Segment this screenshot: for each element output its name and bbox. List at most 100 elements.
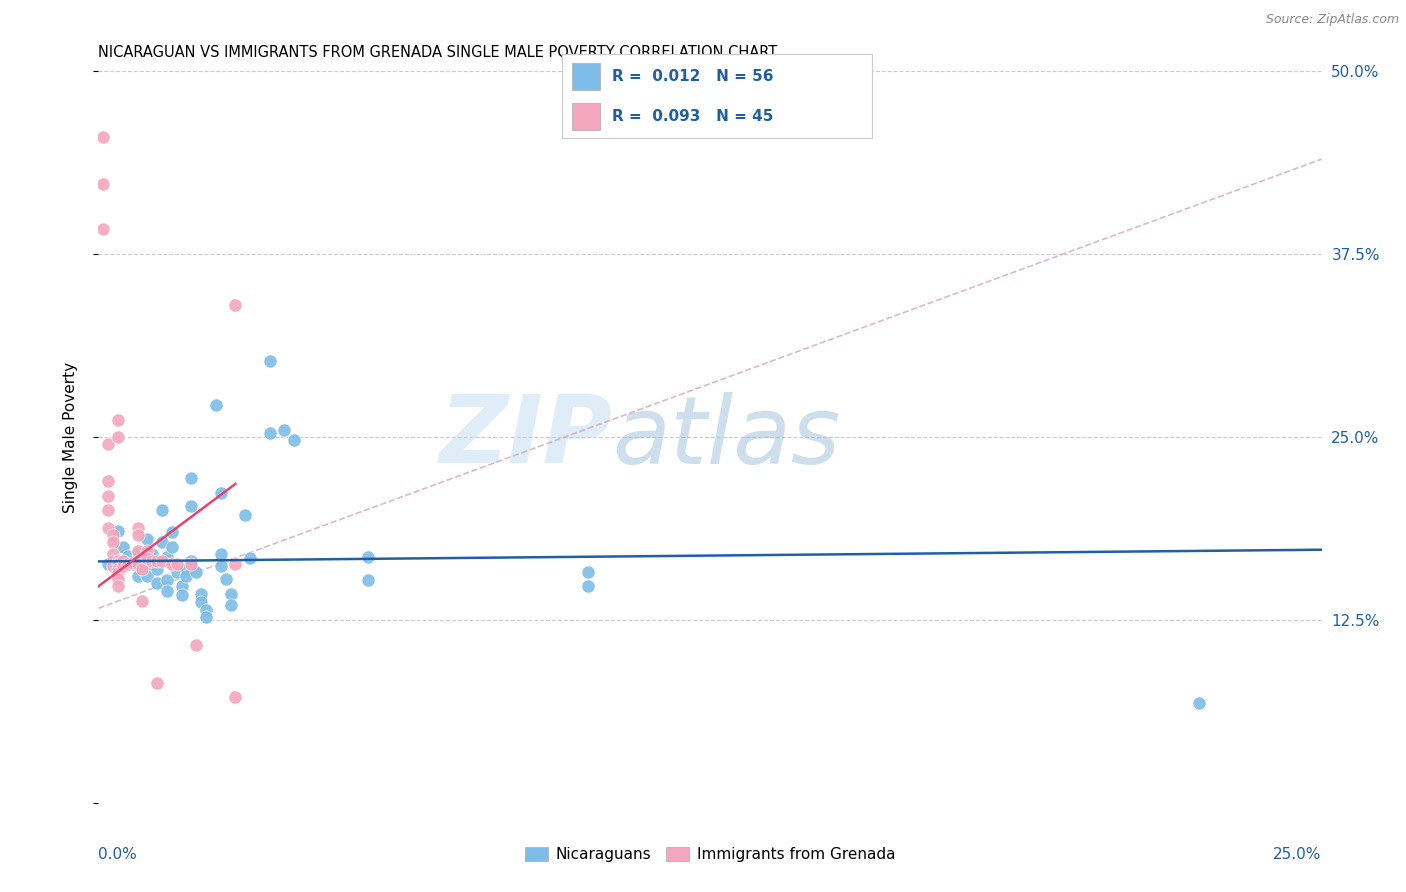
Point — [259, 425, 281, 440]
Point — [186, 638, 208, 652]
Point — [101, 558, 124, 573]
Point — [107, 524, 129, 538]
Point — [150, 535, 173, 549]
Point — [224, 298, 246, 312]
Point — [195, 610, 218, 624]
Point — [356, 549, 378, 564]
Point — [107, 412, 129, 426]
Text: R =  0.012   N = 56: R = 0.012 N = 56 — [612, 69, 773, 84]
Point — [170, 588, 193, 602]
Point — [180, 558, 202, 572]
Point — [150, 554, 173, 568]
Point — [101, 528, 124, 542]
Text: 0.0%: 0.0% — [98, 847, 138, 862]
Point — [205, 398, 228, 412]
Point — [127, 544, 149, 558]
Point — [180, 554, 202, 568]
Legend: Nicaraguans, Immigrants from Grenada: Nicaraguans, Immigrants from Grenada — [519, 841, 901, 868]
Point — [195, 603, 218, 617]
Point — [107, 430, 129, 444]
Point — [111, 558, 134, 573]
Point — [170, 579, 193, 593]
Point — [131, 594, 153, 608]
Point — [127, 546, 149, 560]
Point — [576, 579, 599, 593]
Point — [136, 533, 159, 547]
Point — [160, 540, 183, 554]
Point — [131, 562, 153, 576]
Point — [180, 499, 202, 513]
Point — [186, 565, 208, 579]
Point — [576, 565, 599, 579]
Point — [356, 574, 378, 588]
Point — [283, 433, 305, 447]
Point — [160, 525, 183, 540]
Text: Source: ZipAtlas.com: Source: ZipAtlas.com — [1265, 13, 1399, 27]
Point — [180, 471, 202, 485]
Point — [121, 556, 143, 570]
FancyBboxPatch shape — [572, 103, 599, 130]
Point — [117, 558, 139, 572]
Point — [141, 547, 163, 561]
Point — [136, 569, 159, 583]
Point — [219, 586, 242, 600]
Point — [97, 503, 120, 517]
Text: ZIP: ZIP — [439, 391, 612, 483]
Point — [136, 558, 159, 572]
Point — [224, 558, 246, 572]
Point — [117, 549, 139, 563]
Point — [190, 586, 212, 600]
Point — [107, 556, 129, 570]
Point — [127, 569, 149, 583]
Point — [150, 503, 173, 517]
Point — [156, 574, 179, 588]
Point — [127, 558, 149, 572]
Point — [121, 558, 143, 572]
Point — [111, 554, 134, 568]
Point — [166, 558, 188, 572]
Point — [146, 554, 169, 568]
Point — [107, 566, 129, 581]
Point — [224, 690, 246, 705]
Point — [209, 558, 232, 573]
Point — [101, 554, 124, 568]
Point — [176, 562, 198, 576]
Point — [259, 354, 281, 368]
Point — [141, 558, 163, 572]
Point — [107, 572, 129, 586]
Text: NICARAGUAN VS IMMIGRANTS FROM GRENADA SINGLE MALE POVERTY CORRELATION CHART: NICARAGUAN VS IMMIGRANTS FROM GRENADA SI… — [98, 45, 778, 61]
Point — [136, 551, 159, 566]
Point — [273, 423, 295, 437]
FancyBboxPatch shape — [572, 62, 599, 90]
Point — [107, 562, 129, 576]
Point — [127, 554, 149, 568]
Point — [146, 676, 169, 690]
Point — [107, 558, 129, 572]
Point — [97, 521, 120, 535]
Text: R =  0.093   N = 45: R = 0.093 N = 45 — [612, 109, 773, 124]
Y-axis label: Single Male Poverty: Single Male Poverty — [63, 361, 77, 513]
Point — [131, 562, 153, 576]
Point — [176, 569, 198, 583]
Point — [97, 474, 120, 488]
Point — [209, 485, 232, 500]
Point — [160, 558, 183, 572]
Point — [1188, 696, 1211, 710]
Text: atlas: atlas — [612, 392, 841, 483]
Point — [160, 558, 183, 572]
Point — [91, 222, 114, 236]
Point — [91, 177, 114, 191]
Point — [166, 565, 188, 579]
Point — [107, 554, 129, 568]
Point — [131, 551, 153, 566]
Point — [136, 544, 159, 558]
Point — [127, 521, 149, 535]
Point — [101, 535, 124, 549]
Point — [156, 549, 179, 564]
Point — [97, 558, 120, 572]
Point — [97, 489, 120, 503]
Point — [214, 572, 236, 586]
Point — [101, 547, 124, 561]
Point — [146, 562, 169, 576]
Point — [233, 508, 256, 522]
